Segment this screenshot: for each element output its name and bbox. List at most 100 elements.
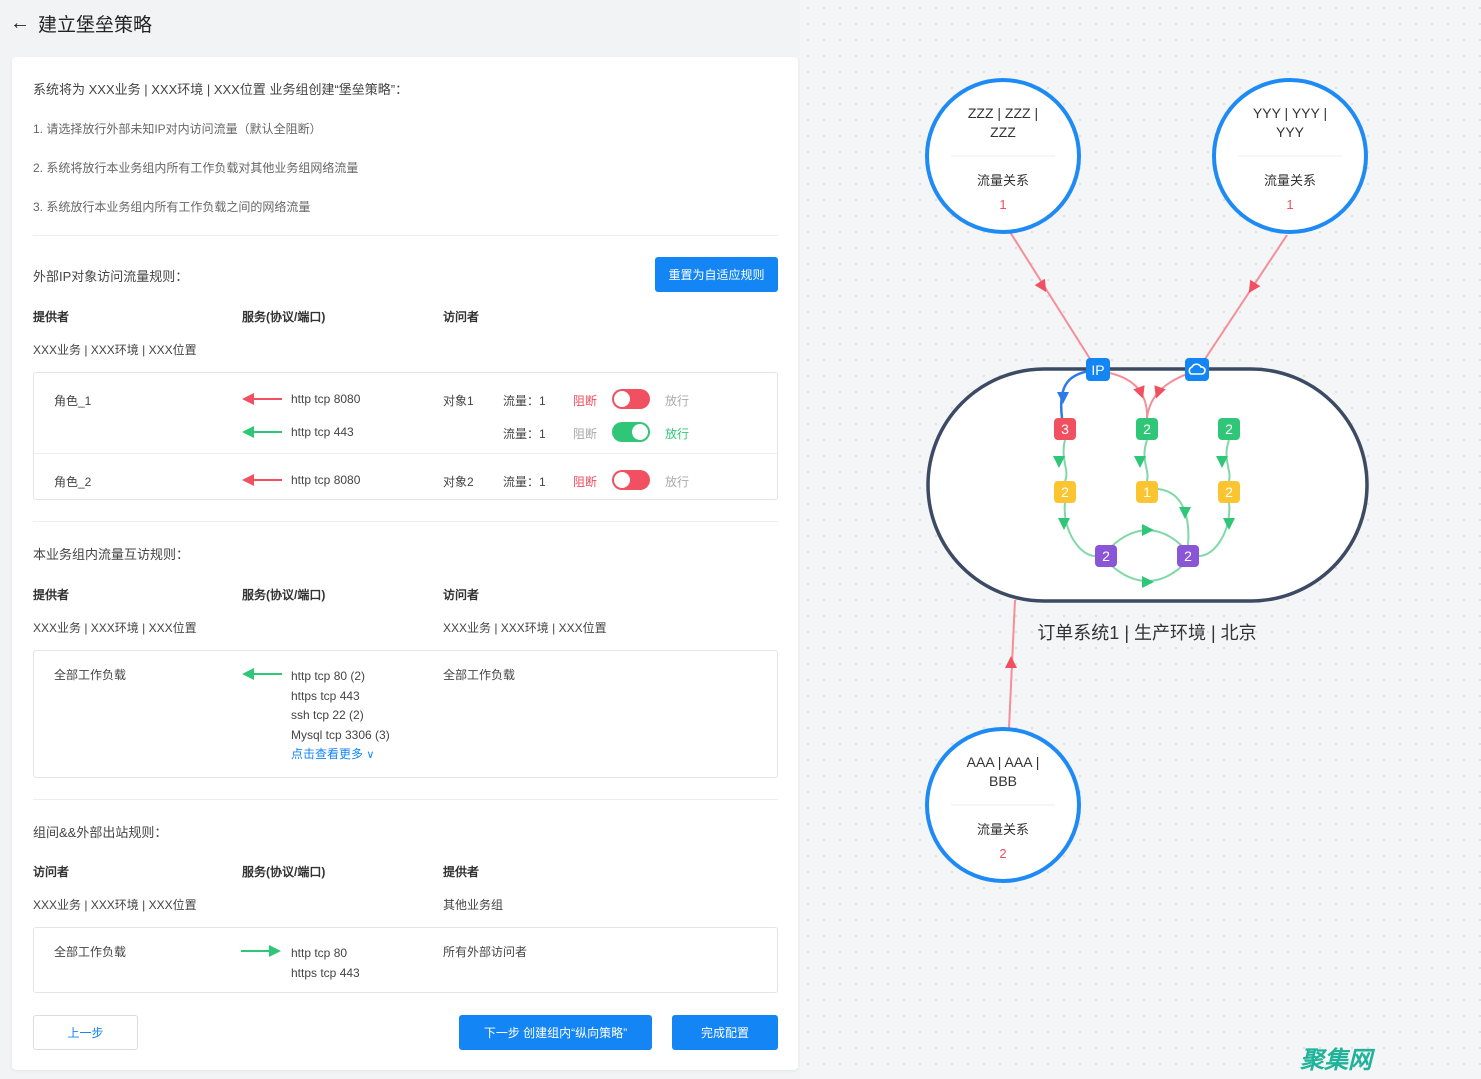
arrow-icon	[1223, 518, 1235, 530]
business-group-node[interactable]: AAA | AAA | BBB 流量关系 2	[925, 727, 1081, 883]
node-count: 2	[1184, 548, 1192, 564]
node-count: 1	[1143, 484, 1151, 500]
allow-label: 放行	[665, 475, 690, 489]
ip-label: IP	[1091, 362, 1104, 378]
group-name: AAA | AAA |	[967, 754, 1040, 770]
arrow-icon	[1005, 656, 1017, 668]
system-label: 订单系统1 | 生产环境 | 北京	[1037, 623, 1256, 643]
node-count: 2	[1225, 484, 1233, 500]
group-name: YYY	[1276, 124, 1305, 140]
section-title: 本业务组内流量互访规则：	[33, 547, 190, 562]
node-count: 2	[1225, 421, 1233, 437]
watermark-logo: 聚集网	[1300, 1047, 1372, 1074]
arrow-left-icon	[242, 668, 282, 680]
arrow-left-icon	[242, 426, 282, 438]
allow-toggle[interactable]	[612, 422, 650, 442]
arrow-icon	[1057, 392, 1069, 404]
flow-relation-label: 流量关系	[1264, 173, 1316, 188]
workload-node[interactable]: 1	[1136, 481, 1158, 503]
workload-node[interactable]: 2	[1218, 418, 1240, 440]
workload-node[interactable]: 3	[1054, 418, 1076, 440]
group-name: YYY | YYY |	[1253, 105, 1327, 121]
column-header: 服务(协议/端口)	[242, 865, 326, 879]
topology-canvas	[800, 0, 1481, 1079]
block-label: 阻断	[573, 475, 598, 489]
toggle-knob	[632, 424, 648, 440]
service-item: http tcp 80	[291, 946, 348, 960]
workload-node[interactable]: 2	[1218, 481, 1240, 503]
next-step-button[interactable]: 下一步 创建组内“纵向策略”	[459, 1015, 652, 1050]
service-item: Mysql tcp 3306 (3)	[291, 727, 390, 742]
arrow-icon	[1248, 279, 1261, 294]
page-header: ← 建立堡垒策略	[10, 10, 152, 37]
visitor-name: XXX业务 | XXX环境 | XXX位置	[443, 621, 607, 635]
arrow-left-icon	[242, 474, 282, 486]
arrow-icon	[1154, 385, 1166, 399]
business-group-node[interactable]: YYY | YYY | YYY 流量关系 1	[1212, 78, 1368, 234]
column-header: 提供者	[33, 310, 70, 324]
flow-count: 流量：1	[503, 475, 546, 489]
prev-step-button[interactable]: 上一步	[33, 1015, 138, 1050]
provider-cell: 全部工作负载	[54, 668, 127, 682]
service-item: https tcp 443	[291, 688, 360, 703]
group-name: ZZZ | ZZZ |	[968, 105, 1038, 121]
allow-label: 放行	[665, 427, 690, 441]
node-count: 2	[1143, 421, 1151, 437]
edge-line	[1062, 439, 1068, 482]
service-cell: http tcp 443	[291, 425, 354, 439]
service-cell: http tcp 8080	[291, 473, 361, 487]
edge-line	[1063, 502, 1096, 557]
block-label: 阻断	[573, 394, 598, 408]
chevron-down-icon: ∨	[366, 749, 375, 761]
provider-name: XXX业务 | XXX环境 | XXX位置	[33, 621, 197, 635]
reset-adaptive-button[interactable]: 重置为自适应规则	[655, 257, 778, 292]
workload-node[interactable]: 2	[1095, 545, 1117, 567]
service-item: http tcp 80 (2)	[291, 669, 366, 683]
arrow-icon	[1142, 576, 1154, 588]
node-count: 2	[1061, 484, 1069, 500]
cloud-sync-icon[interactable]	[1185, 358, 1209, 381]
flow-relation-count: 1	[1286, 197, 1293, 212]
arrow-icon	[1216, 456, 1228, 468]
external-rule-row: 角色_1 http tcp 8080 对象1 流量：1 阻断 放行	[12, 389, 798, 409]
service-item: https tcp 443	[291, 965, 360, 980]
allow-toggle[interactable]	[612, 470, 650, 490]
intro-item: 2. 系统将放行本业务组内所有工作负载对其他业务组网络流量	[33, 161, 359, 175]
toggle-knob	[614, 472, 630, 488]
arrow-left-icon[interactable]: ←	[10, 12, 30, 34]
edge-line	[1009, 231, 1093, 363]
workload-node[interactable]: 2	[1136, 418, 1158, 440]
show-more-link[interactable]: 点击查看更多 ∨	[291, 745, 390, 766]
node-count: 3	[1061, 421, 1069, 437]
allow-toggle[interactable]	[612, 389, 650, 409]
flow-relation-label: 流量关系	[977, 822, 1029, 837]
group-name: ZZZ	[990, 124, 1016, 140]
ip-badge[interactable]: IP	[1086, 358, 1110, 381]
workload-node[interactable]: 2	[1054, 481, 1076, 503]
external-rule-row: 角色_2 http tcp 8080 对象2 流量：1 阻断 放行	[12, 470, 798, 490]
internal-rules-table	[33, 650, 778, 778]
service-list: http tcp 80 https tcp 443	[291, 944, 360, 983]
divider	[33, 235, 778, 236]
workload-node[interactable]: 2	[1177, 545, 1199, 567]
visitor-cell: 对象1	[443, 394, 474, 408]
arrow-icon	[1058, 518, 1070, 530]
policy-card: 系统将为 XXX业务 | XXX环境 | XXX位置 业务组创建“堡垒策略”： …	[12, 57, 798, 1070]
column-header: 访问者	[443, 588, 480, 602]
edge-line	[1143, 439, 1149, 482]
service-item: ssh tcp 22 (2)	[291, 708, 364, 722]
arrow-icon	[1034, 278, 1047, 293]
provider-cell: 所有外部访问者	[443, 945, 528, 959]
business-group-node[interactable]: ZZZ | ZZZ | ZZZ 流量关系 1	[925, 78, 1081, 234]
flow-count: 流量：1	[503, 394, 546, 408]
arrow-icon	[1179, 507, 1191, 519]
intro-summary: 系统将为 XXX业务 | XXX环境 | XXX位置 业务组创建“堡垒策略”：	[33, 82, 409, 97]
flow-relation-label: 流量关系	[977, 173, 1029, 188]
arrow-right-icon	[241, 945, 281, 957]
edge-line	[1225, 439, 1231, 482]
column-header: 访问者	[443, 310, 480, 324]
column-header: 访问者	[33, 865, 70, 879]
edge-line	[1202, 234, 1288, 363]
finish-config-button[interactable]: 完成配置	[672, 1015, 778, 1050]
column-header: 提供者	[443, 865, 480, 879]
